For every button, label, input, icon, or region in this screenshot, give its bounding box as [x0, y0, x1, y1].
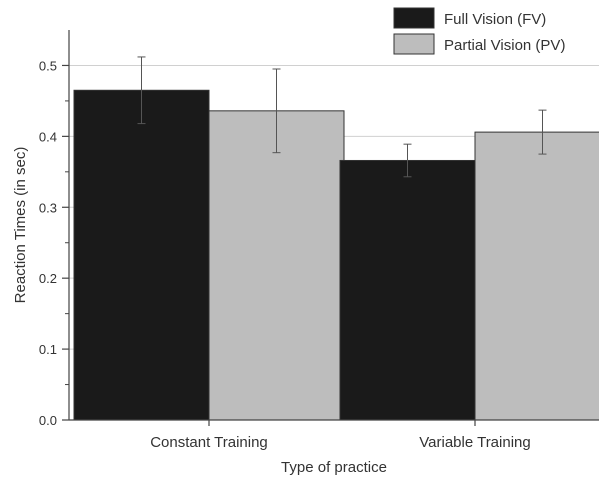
x-axis-title: Type of practice — [281, 459, 387, 476]
x-tick-label-0: Constant Training — [150, 434, 268, 451]
error-bars — [137, 56, 547, 178]
legend-swatch-partial-vision — [393, 33, 435, 55]
y-tick-label-3: 0.3 — [39, 200, 57, 215]
bars — [73, 89, 599, 421]
y-tick-label-5: 0.5 — [39, 58, 57, 73]
bar-0-0 — [73, 89, 210, 421]
bar-1-0 — [339, 159, 476, 421]
y-tick-label-2: 0.2 — [39, 271, 57, 286]
tick-labels: 0.0 0.1 0.2 0.3 0.4 0.5 Constant Training Varia… — [39, 58, 531, 451]
bar-0-1 — [208, 110, 345, 421]
axes — [62, 30, 599, 426]
y-tick-label-0: 0.0 — [39, 413, 57, 428]
y-tick-label-4: 0.4 — [39, 129, 57, 144]
legend-label-full-vision: Full Vision (FV) — [444, 11, 546, 28]
x-tick-label-1: Variable Training — [419, 434, 530, 451]
y-tick-label-1: 0.1 — [39, 342, 57, 357]
bar-1-1 — [474, 131, 599, 421]
legend-swatch-full-vision — [393, 7, 435, 29]
legend-label-partial-vision: Partial Vision (PV) — [444, 37, 565, 54]
legend: Full Vision (FV) Partial Vision (PV) — [393, 7, 565, 55]
y-axis-title: Reaction Times (in sec) — [12, 147, 29, 304]
